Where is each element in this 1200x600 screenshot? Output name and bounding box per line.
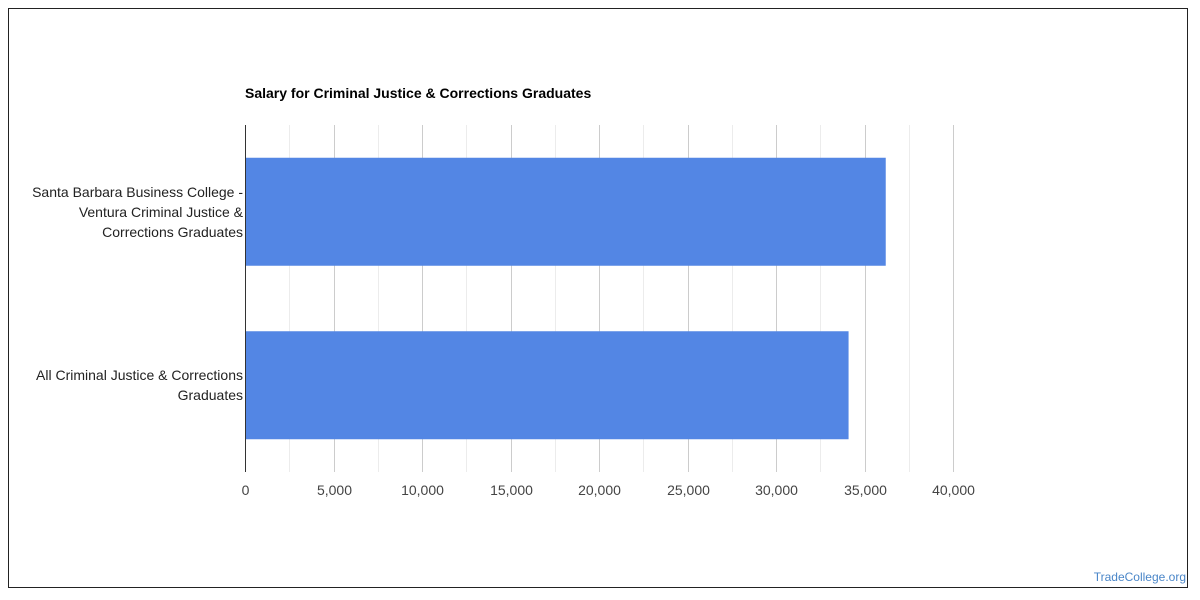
chart-title: Salary for Criminal Justice & Correction… [245,85,592,101]
category-label-line: Corrections Graduates [102,223,243,240]
category-label-line: Ventura Criminal Justice & [78,203,243,220]
category-label: Santa Barbara Business College - Ventura … [3,182,243,242]
x-tick-label: 25,000 [667,482,710,498]
x-tick-label: 0 [242,482,250,498]
x-tick-label: 15,000 [490,482,533,498]
category-label-line: Graduates [177,387,243,404]
category-label-line: All Criminal Justice & Corrections [36,367,243,384]
chart-frame [8,8,1188,588]
x-tick-label: 40,000 [932,482,975,498]
x-tick-label: 5,000 [317,482,352,498]
category-label: All Criminal Justice & Corrections Gradua… [3,365,243,405]
x-tick-label: 35,000 [844,482,887,498]
bar [245,157,886,266]
bar [245,331,849,440]
watermark-link[interactable]: TradeCollege.org [1093,570,1186,584]
x-tick-label: 20,000 [578,482,621,498]
x-tick-label: 30,000 [755,482,798,498]
category-label-line: Santa Barbara Business College - [32,183,243,200]
x-tick-label: 10,000 [401,482,444,498]
